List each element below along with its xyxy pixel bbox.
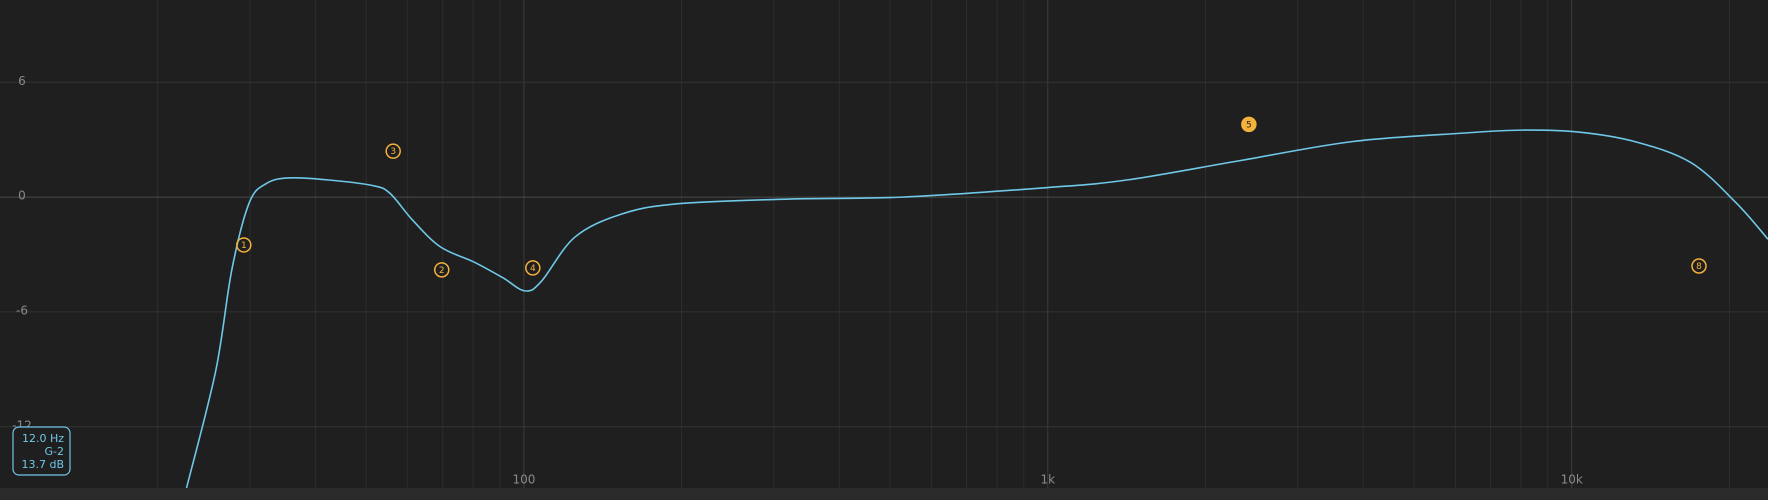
handle-label: 1 [241, 241, 247, 251]
y-tick-label: 6 [18, 74, 26, 88]
handle-circle [1241, 116, 1257, 133]
handle-circle [1691, 258, 1707, 274]
band-handle[interactable]: 8 [1691, 258, 1707, 274]
handle-circle [434, 262, 450, 278]
handle-label: 8 [1696, 262, 1702, 272]
handle-label: 5 [1246, 120, 1252, 130]
readout-text: 13.7 dB [21, 458, 64, 471]
handle-circle [385, 143, 401, 159]
handle-circle [236, 237, 252, 253]
handle-label: 3 [390, 147, 396, 157]
handle-label: 4 [530, 264, 536, 274]
y-tick-label: -6 [16, 303, 28, 317]
y-tick-label: 0 [18, 189, 26, 203]
band-handle[interactable]: 5 [1241, 116, 1257, 133]
band-handle[interactable]: 1 [236, 237, 252, 253]
readout-text: G-2 [45, 445, 65, 458]
band-handle[interactable]: 4 [525, 260, 541, 276]
readout-text: 12.0 Hz [22, 432, 64, 445]
readout-box [12, 426, 71, 476]
handle-label: 2 [439, 266, 445, 276]
x-tick-label: 10k [1561, 473, 1583, 487]
handle-circle [525, 260, 541, 276]
band-handle[interactable]: 3 [385, 143, 401, 159]
x-tick-label: 1k [1040, 473, 1055, 487]
bottom-strip [0, 488, 1768, 500]
eq-curve [185, 129, 1768, 489]
band-handle[interactable]: 2 [434, 262, 450, 278]
x-tick-label: 100 [512, 473, 535, 487]
